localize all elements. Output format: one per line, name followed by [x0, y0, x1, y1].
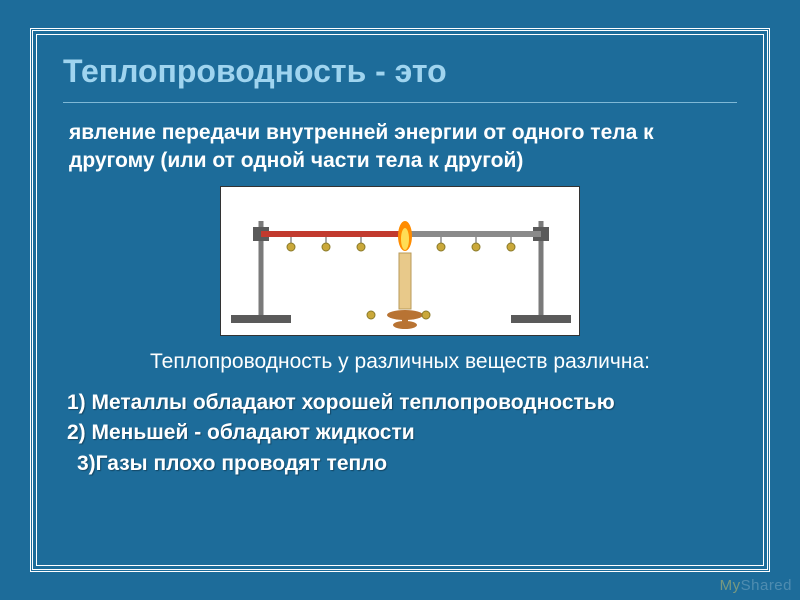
watermark: MyShared	[720, 577, 792, 594]
outer-frame: Теплопроводность - это явление передачи …	[30, 28, 770, 572]
experiment-figure	[220, 186, 580, 336]
subheading-text: Теплопроводность у различных веществ раз…	[63, 350, 737, 374]
definition-text: явление передачи внутренней энергии от о…	[63, 119, 737, 176]
list-item-1: 1) Металлы обладают хорошей теплопроводн…	[67, 388, 737, 418]
list-item-3: 3)Газы плохо проводят тепло	[67, 449, 737, 479]
list-item-2: 2) Меньшей - обладают жидкости	[67, 418, 737, 448]
inner-frame: Теплопроводность - это явление передачи …	[36, 34, 764, 566]
experiment-svg	[221, 187, 581, 337]
watermark-left: My	[720, 577, 741, 594]
slide-title: Теплопроводность - это	[63, 53, 737, 103]
properties-list: 1) Металлы обладают хорошей теплопроводн…	[63, 388, 737, 479]
watermark-right: Shared	[741, 577, 792, 594]
